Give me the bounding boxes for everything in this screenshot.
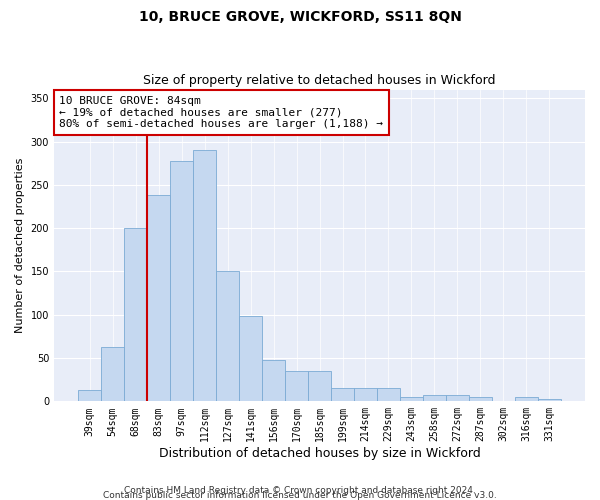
- Bar: [101, 347, 124, 402]
- Bar: [469, 397, 492, 402]
- Text: Contains public sector information licensed under the Open Government Licence v3: Contains public sector information licen…: [103, 491, 497, 500]
- Bar: [423, 396, 446, 402]
- Bar: [147, 195, 170, 402]
- Text: Contains HM Land Registry data © Crown copyright and database right 2024.: Contains HM Land Registry data © Crown c…: [124, 486, 476, 495]
- Bar: [262, 360, 285, 402]
- Bar: [285, 371, 308, 402]
- Title: Size of property relative to detached houses in Wickford: Size of property relative to detached ho…: [143, 74, 496, 87]
- Bar: [538, 398, 561, 402]
- Bar: [193, 150, 216, 402]
- X-axis label: Distribution of detached houses by size in Wickford: Distribution of detached houses by size …: [158, 447, 481, 460]
- Bar: [515, 397, 538, 402]
- Bar: [124, 228, 147, 402]
- Bar: [216, 272, 239, 402]
- Text: 10 BRUCE GROVE: 84sqm
← 19% of detached houses are smaller (277)
80% of semi-det: 10 BRUCE GROVE: 84sqm ← 19% of detached …: [59, 96, 383, 129]
- Bar: [377, 388, 400, 402]
- Bar: [400, 397, 423, 402]
- Bar: [446, 396, 469, 402]
- Text: 10, BRUCE GROVE, WICKFORD, SS11 8QN: 10, BRUCE GROVE, WICKFORD, SS11 8QN: [139, 10, 461, 24]
- Bar: [308, 371, 331, 402]
- Bar: [78, 390, 101, 402]
- Bar: [170, 160, 193, 402]
- Bar: [354, 388, 377, 402]
- Bar: [331, 388, 354, 402]
- Bar: [239, 316, 262, 402]
- Y-axis label: Number of detached properties: Number of detached properties: [15, 158, 25, 333]
